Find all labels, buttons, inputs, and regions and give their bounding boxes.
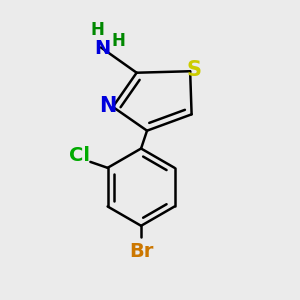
- Text: H: H: [112, 32, 126, 50]
- Text: N: N: [94, 39, 111, 58]
- Text: Cl: Cl: [69, 146, 90, 165]
- Text: S: S: [186, 60, 201, 80]
- Text: N: N: [99, 96, 116, 116]
- Text: Br: Br: [129, 242, 153, 261]
- Text: H: H: [91, 21, 104, 39]
